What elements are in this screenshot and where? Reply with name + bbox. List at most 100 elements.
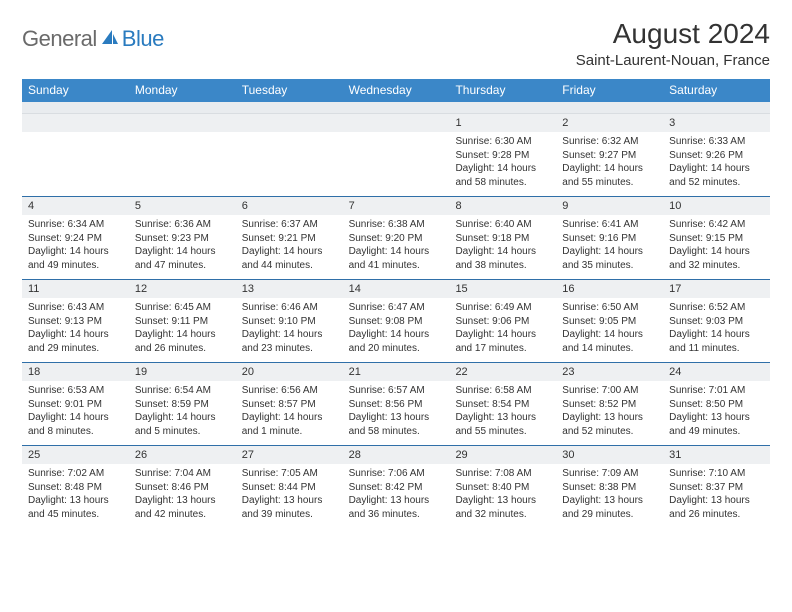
day-number: 24: [663, 363, 770, 381]
day-of-week-header: Monday: [129, 79, 236, 102]
day-number: 14: [343, 280, 450, 298]
sunrise-line: Sunrise: 6:37 AM: [242, 218, 337, 232]
sunset-line: Sunset: 8:57 PM: [242, 398, 337, 412]
sunset-line: Sunset: 8:40 PM: [455, 481, 550, 495]
sunrise-line: Sunrise: 7:06 AM: [349, 467, 444, 481]
sunset-line: Sunset: 9:15 PM: [669, 232, 764, 246]
day-cell: Sunrise: 6:58 AMSunset: 8:54 PMDaylight:…: [449, 381, 556, 445]
day-cell: Sunrise: 6:52 AMSunset: 9:03 PMDaylight:…: [663, 298, 770, 362]
day-cell: Sunrise: 6:40 AMSunset: 9:18 PMDaylight:…: [449, 215, 556, 279]
day-cell: Sunrise: 6:30 AMSunset: 9:28 PMDaylight:…: [449, 132, 556, 196]
day-number: [236, 114, 343, 132]
sunrise-line: Sunrise: 7:01 AM: [669, 384, 764, 398]
day-cell: Sunrise: 7:08 AMSunset: 8:40 PMDaylight:…: [449, 464, 556, 528]
daylight-line: Daylight: 14 hours and 8 minutes.: [28, 411, 123, 438]
day-cell: Sunrise: 6:38 AMSunset: 9:20 PMDaylight:…: [343, 215, 450, 279]
day-number: 3: [663, 114, 770, 132]
sunrise-line: Sunrise: 6:36 AM: [135, 218, 230, 232]
sunset-line: Sunset: 9:06 PM: [455, 315, 550, 329]
day-cell: Sunrise: 6:49 AMSunset: 9:06 PMDaylight:…: [449, 298, 556, 362]
week-daynum-row: 11121314151617: [22, 279, 770, 298]
sunrise-line: Sunrise: 6:34 AM: [28, 218, 123, 232]
day-number: 17: [663, 280, 770, 298]
day-cell: Sunrise: 6:47 AMSunset: 9:08 PMDaylight:…: [343, 298, 450, 362]
day-cell: Sunrise: 6:36 AMSunset: 9:23 PMDaylight:…: [129, 215, 236, 279]
day-cell: [343, 132, 450, 196]
sunset-line: Sunset: 8:50 PM: [669, 398, 764, 412]
day-number: 10: [663, 197, 770, 215]
day-number: 30: [556, 446, 663, 464]
sunrise-line: Sunrise: 6:45 AM: [135, 301, 230, 315]
day-number: 2: [556, 114, 663, 132]
daylight-line: Daylight: 13 hours and 26 minutes.: [669, 494, 764, 521]
day-of-week-header: Sunday: [22, 79, 129, 102]
day-cell: Sunrise: 6:53 AMSunset: 9:01 PMDaylight:…: [22, 381, 129, 445]
daylight-line: Daylight: 14 hours and 58 minutes.: [455, 162, 550, 189]
week-body-row: Sunrise: 6:53 AMSunset: 9:01 PMDaylight:…: [22, 381, 770, 445]
day-cell: Sunrise: 6:41 AMSunset: 9:16 PMDaylight:…: [556, 215, 663, 279]
day-cell: Sunrise: 7:09 AMSunset: 8:38 PMDaylight:…: [556, 464, 663, 528]
daylight-line: Daylight: 14 hours and 32 minutes.: [669, 245, 764, 272]
day-number: 22: [449, 363, 556, 381]
sunrise-line: Sunrise: 6:49 AM: [455, 301, 550, 315]
sunset-line: Sunset: 8:59 PM: [135, 398, 230, 412]
daylight-line: Daylight: 13 hours and 49 minutes.: [669, 411, 764, 438]
week-daynum-row: 45678910: [22, 196, 770, 215]
day-cell: Sunrise: 7:05 AMSunset: 8:44 PMDaylight:…: [236, 464, 343, 528]
day-cell: Sunrise: 7:10 AMSunset: 8:37 PMDaylight:…: [663, 464, 770, 528]
day-of-week-header-row: SundayMondayTuesdayWednesdayThursdayFrid…: [22, 79, 770, 102]
day-cell: Sunrise: 7:00 AMSunset: 8:52 PMDaylight:…: [556, 381, 663, 445]
day-cell: Sunrise: 6:43 AMSunset: 9:13 PMDaylight:…: [22, 298, 129, 362]
daylight-line: Daylight: 14 hours and 23 minutes.: [242, 328, 337, 355]
daylight-line: Daylight: 14 hours and 38 minutes.: [455, 245, 550, 272]
sunrise-line: Sunrise: 6:40 AM: [455, 218, 550, 232]
day-number: [343, 114, 450, 132]
day-cell: Sunrise: 6:45 AMSunset: 9:11 PMDaylight:…: [129, 298, 236, 362]
brand-logo: General Blue: [22, 26, 164, 52]
sunrise-line: Sunrise: 6:50 AM: [562, 301, 657, 315]
daylight-line: Daylight: 14 hours and 11 minutes.: [669, 328, 764, 355]
day-cell: Sunrise: 6:37 AMSunset: 9:21 PMDaylight:…: [236, 215, 343, 279]
sunrise-line: Sunrise: 7:00 AM: [562, 384, 657, 398]
sunrise-line: Sunrise: 7:04 AM: [135, 467, 230, 481]
daylight-line: Daylight: 14 hours and 17 minutes.: [455, 328, 550, 355]
sunset-line: Sunset: 8:38 PM: [562, 481, 657, 495]
day-cell: Sunrise: 6:46 AMSunset: 9:10 PMDaylight:…: [236, 298, 343, 362]
daylight-line: Daylight: 14 hours and 49 minutes.: [28, 245, 123, 272]
daylight-line: Daylight: 14 hours and 20 minutes.: [349, 328, 444, 355]
daylight-line: Daylight: 13 hours and 29 minutes.: [562, 494, 657, 521]
daylight-line: Daylight: 13 hours and 36 minutes.: [349, 494, 444, 521]
day-cell: Sunrise: 6:32 AMSunset: 9:27 PMDaylight:…: [556, 132, 663, 196]
sunrise-line: Sunrise: 6:32 AM: [562, 135, 657, 149]
sunrise-line: Sunrise: 7:05 AM: [242, 467, 337, 481]
day-cell: [129, 132, 236, 196]
day-number: 5: [129, 197, 236, 215]
daylight-line: Daylight: 13 hours and 55 minutes.: [455, 411, 550, 438]
daylight-line: Daylight: 13 hours and 52 minutes.: [562, 411, 657, 438]
day-of-week-header: Tuesday: [236, 79, 343, 102]
day-cell: Sunrise: 7:02 AMSunset: 8:48 PMDaylight:…: [22, 464, 129, 528]
sunset-line: Sunset: 9:21 PM: [242, 232, 337, 246]
sunset-line: Sunset: 8:48 PM: [28, 481, 123, 495]
sunset-line: Sunset: 9:27 PM: [562, 149, 657, 163]
sunset-line: Sunset: 9:08 PM: [349, 315, 444, 329]
sunrise-line: Sunrise: 6:42 AM: [669, 218, 764, 232]
sunset-line: Sunset: 8:46 PM: [135, 481, 230, 495]
day-number: 13: [236, 280, 343, 298]
day-number: 1: [449, 114, 556, 132]
sunrise-line: Sunrise: 6:30 AM: [455, 135, 550, 149]
day-number: 7: [343, 197, 450, 215]
sunset-line: Sunset: 8:37 PM: [669, 481, 764, 495]
day-number: 8: [449, 197, 556, 215]
daylight-line: Daylight: 13 hours and 45 minutes.: [28, 494, 123, 521]
daylight-line: Daylight: 14 hours and 35 minutes.: [562, 245, 657, 272]
month-title: August 2024: [576, 18, 770, 50]
day-cell: [22, 132, 129, 196]
sunrise-line: Sunrise: 6:33 AM: [669, 135, 764, 149]
day-cell: Sunrise: 7:04 AMSunset: 8:46 PMDaylight:…: [129, 464, 236, 528]
day-number: 29: [449, 446, 556, 464]
week-daynum-row: 18192021222324: [22, 362, 770, 381]
sunrise-line: Sunrise: 6:54 AM: [135, 384, 230, 398]
day-number: [129, 114, 236, 132]
sunset-line: Sunset: 9:05 PM: [562, 315, 657, 329]
